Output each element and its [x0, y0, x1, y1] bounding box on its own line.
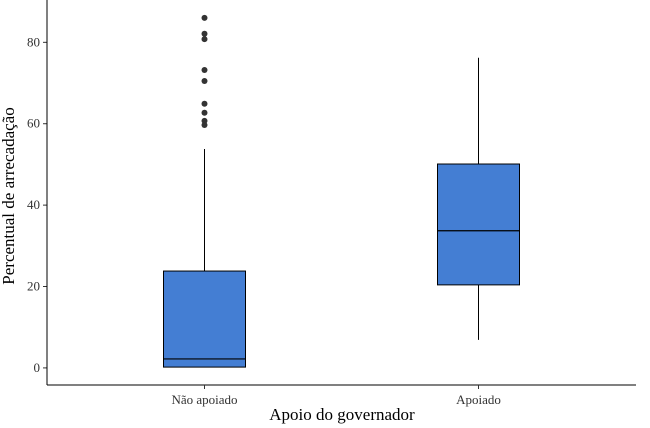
y-tick-label: 0 [34, 360, 41, 375]
outlier [201, 121, 208, 128]
outlier [201, 109, 208, 116]
y-axis-title: Percentual de arrecadação [0, 107, 18, 284]
box [437, 163, 520, 286]
outlier [201, 100, 208, 107]
x-tick-label: Não apoiado [171, 392, 237, 407]
y-tick-label: 40 [27, 197, 40, 212]
outlier [201, 67, 208, 73]
y-tick-label: 60 [27, 116, 40, 131]
outlier [201, 77, 208, 84]
outlier [201, 14, 208, 21]
box [163, 270, 246, 368]
x-axis-title: Apoio do governador [269, 405, 415, 424]
outlier [201, 36, 208, 43]
y-tick-label: 20 [27, 279, 40, 294]
y-tick-label: 80 [27, 34, 40, 49]
x-tick-label: Apoiado [456, 392, 501, 407]
outlier [201, 30, 208, 37]
